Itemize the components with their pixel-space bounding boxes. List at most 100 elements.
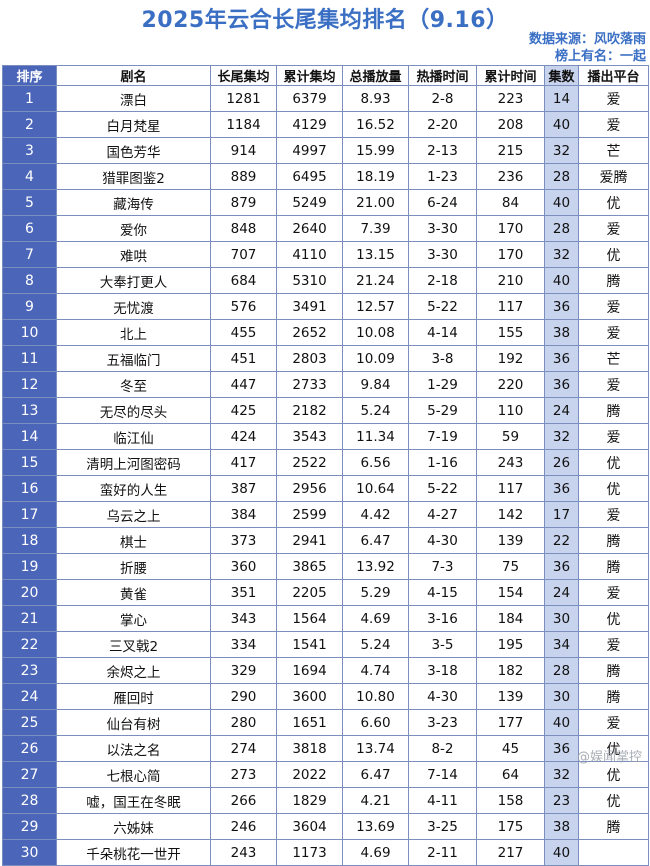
premiere-date-cell: 3-25 [408, 813, 477, 840]
drama-title-cell: 折腰 [56, 553, 211, 580]
cumulative-days-cell: 223 [476, 85, 545, 112]
table-row: 23 余烬之上 329 1694 4.74 3-18 182 28 腾 [2, 657, 649, 684]
drama-title-cell: 无尽的尽头 [56, 397, 211, 424]
episodes-cell: 38 [544, 813, 579, 840]
cumulative-avg-cell: 1829 [276, 787, 343, 814]
long-tail-avg-cell: 373 [210, 527, 277, 554]
cumulative-avg-cell: 2522 [276, 449, 343, 476]
episodes-cell: 38 [544, 319, 579, 346]
long-tail-avg-cell: 879 [210, 189, 277, 216]
premiere-date-cell: 5-29 [408, 397, 477, 424]
cumulative-avg-cell: 2640 [276, 215, 343, 242]
cumulative-avg-cell: 1694 [276, 657, 343, 684]
episodes-cell: 32 [544, 423, 579, 450]
cumulative-days-cell: 64 [476, 761, 545, 788]
premiere-date-cell: 4-11 [408, 787, 477, 814]
long-tail-avg-cell: 447 [210, 371, 277, 398]
long-tail-avg-cell: 451 [210, 345, 277, 372]
total-plays-cell: 4.74 [342, 657, 409, 684]
platform-cell: 腾 [578, 527, 649, 554]
long-tail-avg-cell: 1184 [210, 111, 277, 138]
premiere-date-cell: 3-30 [408, 241, 477, 268]
drama-title-cell: 三叉戟2 [56, 631, 211, 658]
cumulative-avg-cell: 5310 [276, 267, 343, 294]
long-tail-avg-cell: 351 [210, 579, 277, 606]
episodes-cell: 28 [544, 215, 579, 242]
page-title: 2025年云合长尾集均排名（9.16） [141, 8, 509, 33]
long-tail-avg-cell: 280 [210, 709, 277, 736]
long-tail-avg-cell: 417 [210, 449, 277, 476]
total-plays-cell: 4.69 [342, 605, 409, 632]
platform-cell: 爱 [578, 293, 649, 320]
rank-cell: 9 [2, 293, 57, 320]
platform-cell: 爱 [578, 579, 649, 606]
premiere-date-cell: 2-8 [408, 85, 477, 112]
table-row: 8 大奉打更人 684 5310 21.24 2-18 210 40 腾 [2, 267, 649, 294]
platform-cell: 腾 [578, 553, 649, 580]
cumulative-days-cell: 236 [476, 163, 545, 190]
drama-title-cell: 七根心简 [56, 761, 211, 788]
rank-cell: 5 [2, 189, 57, 216]
premiere-date-cell: 7-3 [408, 553, 477, 580]
cumulative-days-cell: 139 [476, 683, 545, 710]
platform-cell: 腾 [578, 813, 649, 840]
total-plays-cell: 10.08 [342, 319, 409, 346]
long-tail-avg-cell: 273 [210, 761, 277, 788]
rank-cell: 2 [2, 111, 57, 138]
total-plays-cell: 10.09 [342, 345, 409, 372]
episodes-cell: 36 [544, 293, 579, 320]
table-header-row: 排序 剧名 长尾集均 累计集均 总播放量 热播时间 累计时间 集数 播出平台 [2, 65, 649, 86]
total-plays-cell: 9.84 [342, 371, 409, 398]
table-row: 1 漂白 1281 6379 8.93 2-8 223 14 爱 [2, 85, 649, 112]
cumulative-avg-cell: 1651 [276, 709, 343, 736]
long-tail-avg-cell: 343 [210, 605, 277, 632]
total-plays-cell: 13.69 [342, 813, 409, 840]
table-row: 12 冬至 447 2733 9.84 1-29 220 36 爱 [2, 371, 649, 398]
platform-cell: 芒 [578, 137, 649, 164]
premiere-date-cell: 5-22 [408, 293, 477, 320]
drama-title-cell: 以法之名 [56, 735, 211, 762]
long-tail-avg-cell: 243 [210, 839, 277, 866]
cumulative-avg-cell: 6379 [276, 85, 343, 112]
long-tail-avg-cell: 387 [210, 475, 277, 502]
drama-title-cell: 棋士 [56, 527, 211, 554]
long-tail-avg-cell: 246 [210, 813, 277, 840]
premiere-date-cell: 4-14 [408, 319, 477, 346]
total-plays-cell: 5.29 [342, 579, 409, 606]
watermark: @娱闻掌控 [576, 750, 642, 765]
long-tail-avg-cell: 707 [210, 241, 277, 268]
drama-title-cell: 千朵桃花一世开 [56, 839, 211, 866]
drama-title-cell: 难哄 [56, 241, 211, 268]
rank-cell: 19 [2, 553, 57, 580]
episodes-cell: 24 [544, 397, 579, 424]
table-row: 17 乌云之上 384 2599 4.42 4-27 142 17 爱 [2, 501, 649, 528]
cumulative-days-cell: 182 [476, 657, 545, 684]
table-row: 29 六姊妹 246 3604 13.69 3-25 175 38 腾 [2, 813, 649, 840]
platform-cell: 腾 [578, 657, 649, 684]
episodes-cell: 36 [544, 371, 579, 398]
long-tail-avg-cell: 455 [210, 319, 277, 346]
long-tail-avg-cell: 266 [210, 787, 277, 814]
cumulative-avg-cell: 2941 [276, 527, 343, 554]
platform-cell: 优 [578, 475, 649, 502]
total-plays-cell: 21.00 [342, 189, 409, 216]
long-tail-avg-cell: 576 [210, 293, 277, 320]
total-plays-cell: 13.15 [342, 241, 409, 268]
cumulative-days-cell: 142 [476, 501, 545, 528]
table-row: 10 北上 455 2652 10.08 4-14 155 38 爱 [2, 319, 649, 346]
rank-cell: 24 [2, 683, 57, 710]
episodes-cell: 36 [544, 345, 579, 372]
cumulative-avg-cell: 2022 [276, 761, 343, 788]
cumulative-avg-cell: 2956 [276, 475, 343, 502]
column-header-long-tail-avg: 长尾集均 [210, 65, 277, 86]
total-plays-cell: 13.74 [342, 735, 409, 762]
table-row: 13 无尽的尽头 425 2182 5.24 5-29 110 24 腾 [2, 397, 649, 424]
cumulative-days-cell: 117 [476, 293, 545, 320]
table-row: 19 折腰 360 3865 13.92 7-3 75 36 腾 [2, 553, 649, 580]
table-row: 6 爱你 848 2640 7.39 3-30 170 28 爱 [2, 215, 649, 242]
total-plays-cell: 11.34 [342, 423, 409, 450]
cumulative-avg-cell: 4997 [276, 137, 343, 164]
premiere-date-cell: 2-20 [408, 111, 477, 138]
rank-cell: 15 [2, 449, 57, 476]
rank-cell: 11 [2, 345, 57, 372]
